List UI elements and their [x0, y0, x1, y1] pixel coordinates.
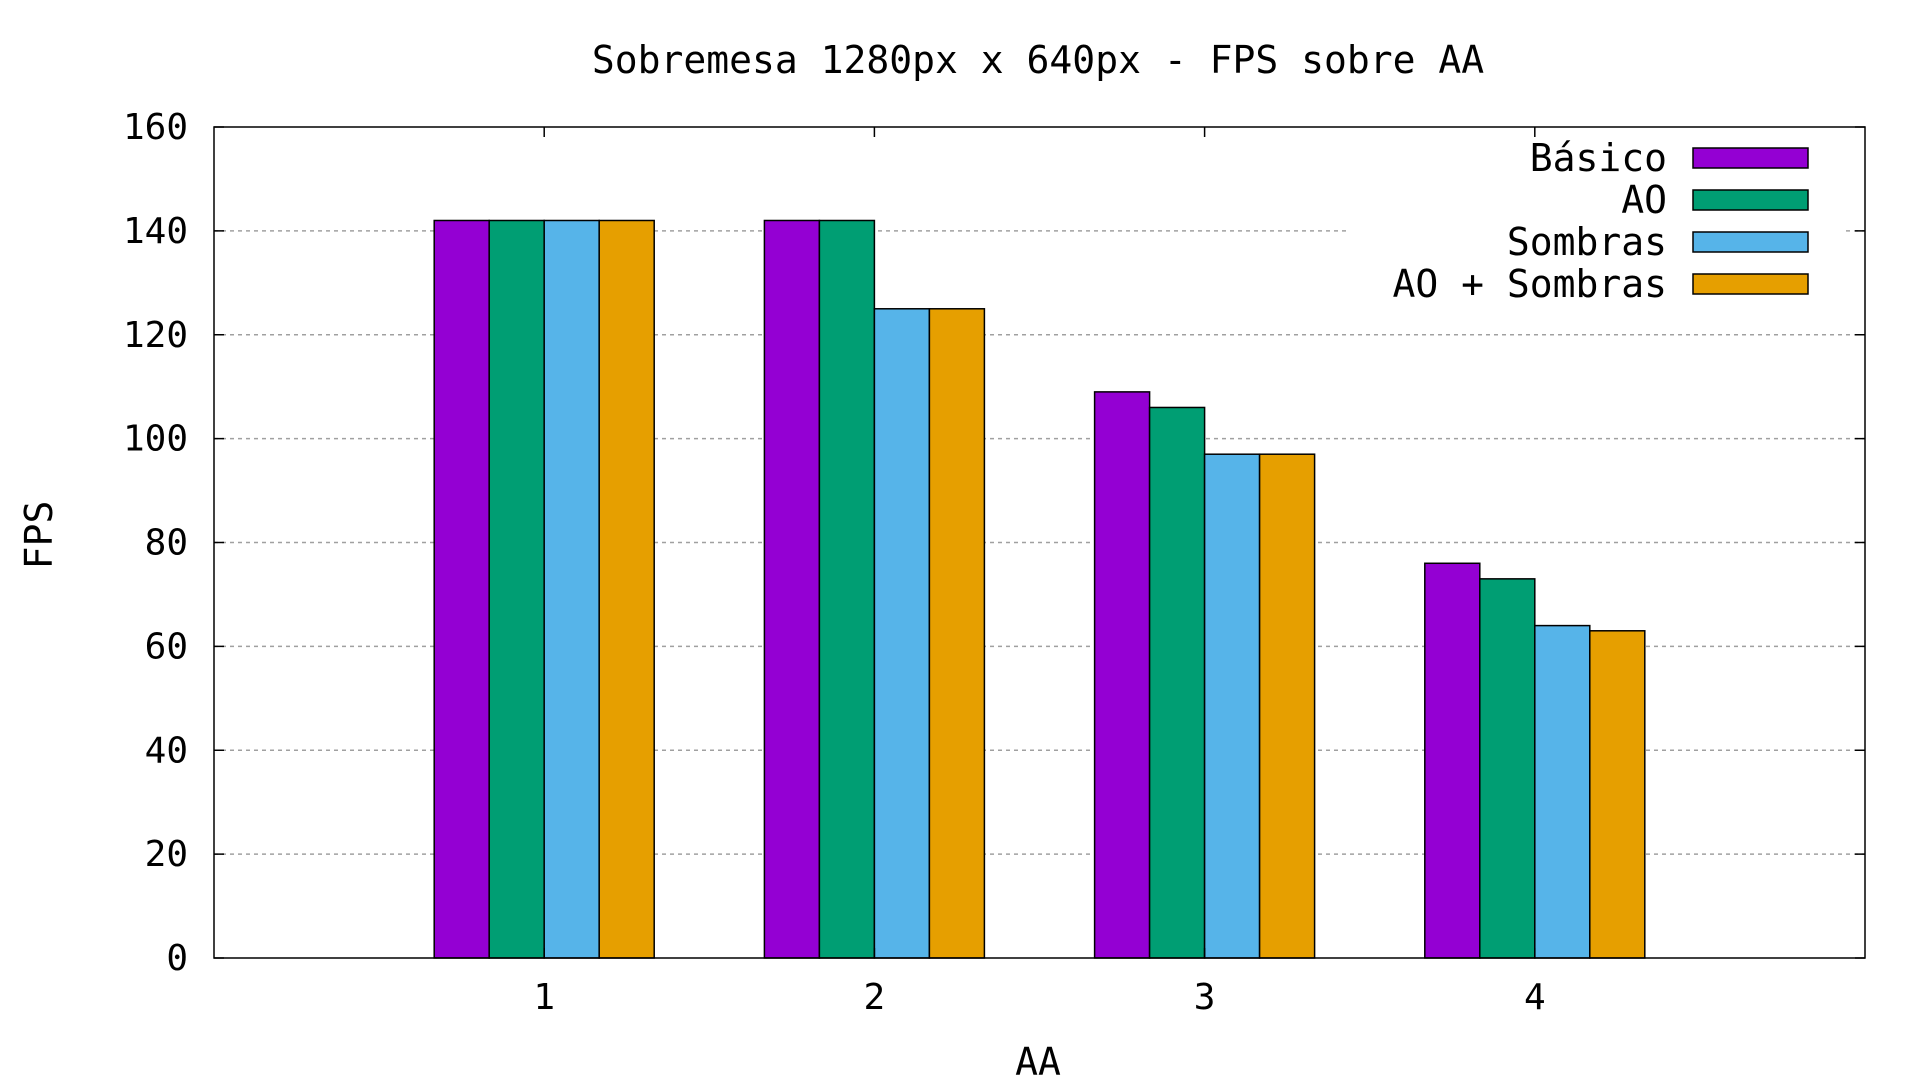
legend-swatch	[1692, 147, 1809, 169]
y-axis-label: FPS	[17, 501, 61, 570]
chart-title: Sobremesa 1280px x 640px - FPS sobre AA	[592, 38, 1484, 82]
y-tick-label: 40	[145, 730, 188, 771]
legend-label: AO + Sombras	[1392, 262, 1667, 306]
y-tick-label: 100	[123, 419, 188, 460]
legend-label: AO	[1621, 178, 1667, 222]
bar-sombras-3	[1203, 453, 1261, 959]
x-tick-label: 1	[533, 977, 555, 1018]
bars	[433, 219, 1646, 959]
legend-swatch	[1692, 273, 1809, 295]
bar-ao-sombras-3	[1258, 453, 1316, 959]
bar-ao-4	[1479, 578, 1536, 959]
bar-ao-1	[488, 219, 545, 959]
bar-sombras-1	[543, 219, 600, 959]
x-tick-label: 3	[1194, 977, 1216, 1018]
bar-ao-3	[1148, 406, 1206, 959]
bar-b-sico-2	[763, 219, 821, 959]
legend-swatch	[1692, 231, 1809, 253]
y-tick-label: 20	[145, 834, 188, 875]
bar-ao-sombras-2	[928, 308, 986, 959]
bar-b-sico-3	[1093, 391, 1151, 959]
y-tick-label: 120	[123, 315, 188, 356]
bar-ao-2	[818, 219, 876, 959]
x-tick-label: 2	[864, 977, 886, 1018]
legend-label: Sombras	[1507, 220, 1667, 264]
bar-ao-sombras-4	[1589, 630, 1646, 959]
legend-swatch	[1692, 189, 1809, 211]
bar-b-sico-4	[1424, 562, 1481, 959]
bar-sombras-4	[1534, 624, 1591, 959]
axis-ticks: 0 20 40 60 80 100 120 140 160 1 2 3 4	[123, 107, 1865, 1018]
y-tick-label: 80	[145, 523, 188, 564]
x-tick-label: 4	[1524, 977, 1546, 1018]
x-axis-label: AA	[1015, 1040, 1061, 1080]
bar-ao-sombras-1	[598, 219, 655, 959]
y-tick-label: 0	[166, 938, 188, 979]
bar-b-sico-1	[433, 219, 490, 959]
bar-sombras-2	[873, 308, 931, 959]
legend-label: Básico	[1530, 136, 1667, 180]
y-tick-label: 60	[145, 626, 188, 667]
y-tick-label: 160	[123, 107, 188, 148]
y-tick-label: 140	[123, 211, 188, 252]
